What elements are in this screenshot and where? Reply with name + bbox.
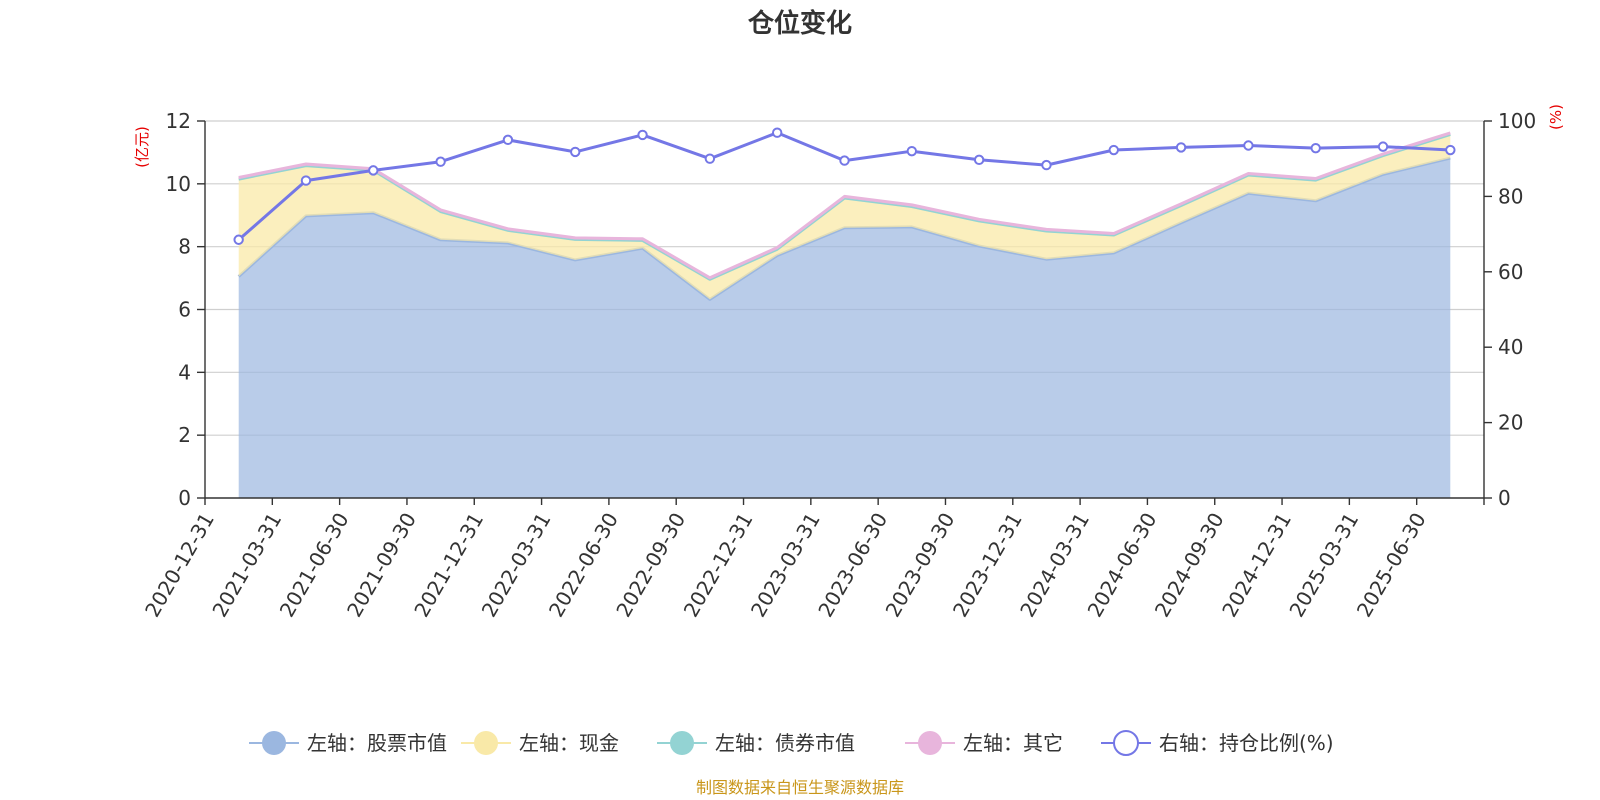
- x-tick-label: 2023-12-31: [948, 509, 1027, 622]
- legend-label: 左轴：股票市值: [307, 731, 447, 755]
- legend-label: 左轴：现金: [519, 731, 619, 755]
- ratio-point[interactable]: [637, 129, 648, 141]
- ratio-point[interactable]: [839, 155, 850, 166]
- ratio-point[interactable]: [502, 134, 514, 146]
- ratio-point[interactable]: [771, 127, 783, 138]
- chart-title: 仓位变化: [747, 8, 852, 39]
- area-1: [238, 134, 1451, 300]
- legend-item-1[interactable]: 左轴：现金: [461, 731, 619, 755]
- area-layer: [237, 131, 1451, 498]
- legend-item-3[interactable]: 左轴：其它: [905, 731, 1063, 755]
- legend[interactable]: 左轴：股票市值 左轴：现金 左轴：债券市值 左轴：其它 右轴：持仓比例(%): [249, 730, 1334, 756]
- x-tick-label: 2021-03-31: [207, 509, 286, 622]
- x-tick-label: 2024-06-30: [1083, 509, 1162, 622]
- x-tick-label: 2021-09-30: [342, 509, 421, 622]
- right-tick-label: 100: [1498, 109, 1536, 133]
- ratio-point[interactable]: [1243, 140, 1254, 151]
- x-tick-label: 2023-09-30: [881, 509, 960, 622]
- legend-item-0[interactable]: 左轴：股票市值: [249, 731, 447, 755]
- legend-marker: [670, 731, 694, 755]
- x-tick-label: 2023-03-31: [746, 509, 825, 622]
- ratio-point[interactable]: [435, 156, 446, 167]
- ratio-point[interactable]: [570, 146, 581, 158]
- legend-marker: [1113, 730, 1139, 756]
- line-layer: [233, 127, 1456, 245]
- x-tick-label: 2022-03-31: [477, 509, 556, 622]
- ratio-point[interactable]: [1310, 142, 1321, 154]
- legend-label: 左轴：其它: [963, 731, 1063, 755]
- x-tick-label: 2024-03-31: [1015, 509, 1094, 622]
- source-note: 制图数据来自恒生聚源数据库: [696, 778, 904, 797]
- ratio-point[interactable]: [1041, 159, 1052, 171]
- left-tick-label: 8: [178, 235, 191, 259]
- legend-item-4[interactable]: 右轴：持仓比例(%): [1101, 730, 1334, 756]
- left-tick-label: 6: [178, 298, 191, 322]
- x-tick-label: 2022-06-30: [544, 509, 623, 622]
- ratio-point[interactable]: [300, 175, 312, 186]
- left-tick-label: 12: [166, 109, 191, 133]
- x-tick-label: 2021-12-31: [409, 509, 488, 622]
- area-0: [238, 158, 1451, 498]
- x-tick-label: 2022-09-30: [611, 509, 690, 622]
- ratio-point[interactable]: [1175, 142, 1187, 153]
- legend-marker: [474, 731, 498, 755]
- ratio-point[interactable]: [368, 165, 379, 176]
- left-tick-label: 2: [178, 423, 191, 447]
- right-axis-unit: (%): [1547, 104, 1565, 130]
- legend-label: 左轴：债券市值: [715, 731, 855, 755]
- legend-marker: [262, 731, 286, 755]
- right-tick-label: 20: [1498, 411, 1523, 435]
- legend-label: 右轴：持仓比例(%): [1159, 731, 1334, 755]
- ratio-point[interactable]: [1377, 141, 1389, 152]
- x-tick-label: 2021-06-30: [275, 509, 354, 622]
- left-axis-unit: (亿元): [133, 126, 151, 168]
- ratio-point[interactable]: [906, 145, 918, 157]
- ratio-point[interactable]: [233, 234, 244, 245]
- x-tick-label: 2022-12-31: [679, 509, 758, 622]
- x-tick-label: 2020-12-31: [140, 509, 219, 622]
- ratio-point[interactable]: [704, 153, 716, 164]
- right-tick-label: 60: [1498, 260, 1523, 284]
- x-tick-label: 2025-06-30: [1352, 509, 1431, 622]
- left-tick-label: 4: [178, 360, 191, 384]
- legend-item-2[interactable]: 左轴：债券市值: [657, 731, 855, 755]
- x-tick-label: 2024-12-31: [1217, 509, 1296, 622]
- left-tick-label: 0: [178, 486, 191, 510]
- area-edge-3: [238, 131, 1451, 280]
- x-tick-label: 2025-03-31: [1284, 509, 1363, 622]
- right-tick-label: 0: [1498, 486, 1511, 510]
- ratio-point[interactable]: [1445, 144, 1456, 156]
- right-tick-label: 80: [1498, 184, 1523, 208]
- left-tick-label: 10: [166, 172, 191, 196]
- ratio-point[interactable]: [973, 154, 985, 166]
- x-tick-label: 2023-06-30: [813, 509, 892, 622]
- x-tick-label: 2024-09-30: [1150, 509, 1229, 622]
- right-tick-label: 40: [1498, 335, 1523, 359]
- ratio-point[interactable]: [1108, 144, 1119, 156]
- legend-marker: [918, 731, 942, 755]
